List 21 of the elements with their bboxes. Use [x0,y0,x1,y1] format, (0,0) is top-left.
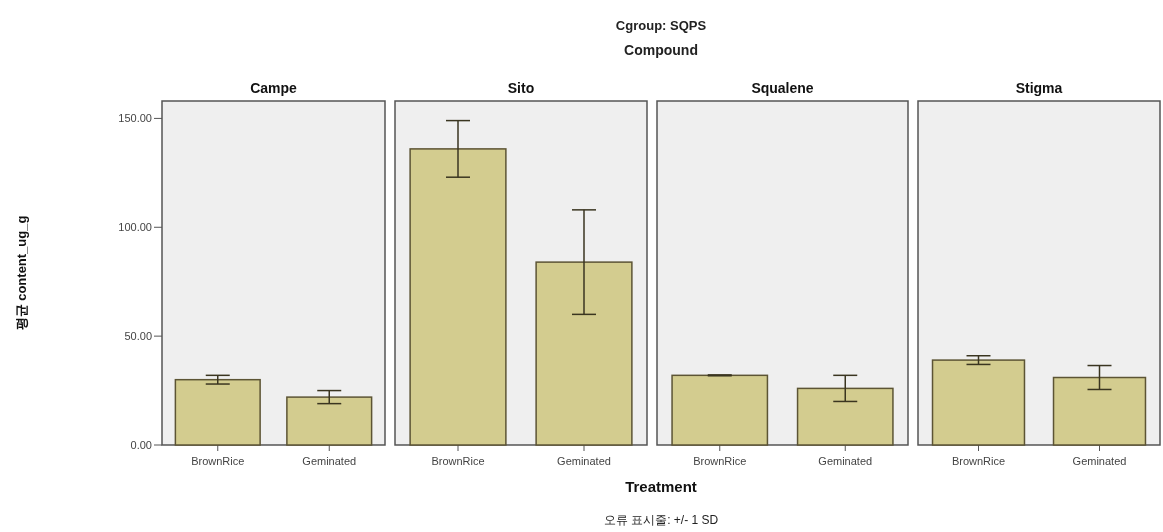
x-tick-label: BrownRice [951,455,1006,467]
text: 오류 표시줄: +/- 1 SD [603,513,719,527]
y-tick-label: 50.00 [124,330,152,343]
x-axis-title: Treatment [625,478,697,495]
y-tick-label: 150.00 [118,112,152,125]
x-tick-label: Geminated [818,455,873,467]
y-axis-title: 평균 content_ug_g [14,215,29,331]
text: Cgroup: SQPS [615,18,707,33]
x-tick-label: Geminated [557,455,611,467]
y-tick-label: 0.00 [130,439,152,451]
x-tick-label: Geminated [1072,455,1127,467]
chart-title: Sito [507,80,535,96]
chart-title: Campe [250,80,298,96]
chart-title: Squalene [751,80,814,96]
x-tick-label: Geminated [302,455,357,467]
x-tick-label: BrownRice [191,455,245,467]
x-tick-label: BrownRice [693,455,747,467]
text: Compound [624,42,698,58]
chart-title: Stigma [1015,80,1063,96]
y-tick-label: 100.00 [118,221,152,234]
x-tick-label: BrownRice [431,455,485,467]
